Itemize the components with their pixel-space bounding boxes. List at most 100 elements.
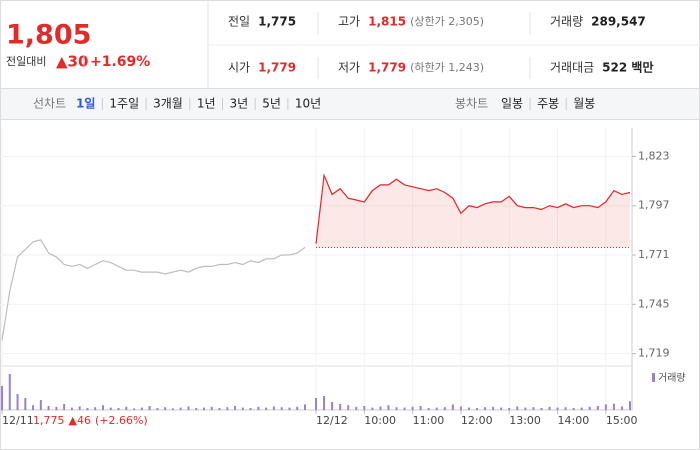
volume-bar [540,408,543,410]
volume-bar [296,406,299,410]
volume-bar [363,406,366,410]
volume-bar [16,394,19,410]
volume-bar [39,400,42,410]
stat-value: 1,775 [258,15,296,29]
volume-bar [288,407,291,410]
x-tick-label: 12/11 [2,414,34,427]
stat-value: 1,779 [258,61,296,75]
volume-bar [24,398,27,410]
volume-bar [403,407,406,410]
volume-bar [304,404,306,410]
period-tab[interactable]: 3년 [230,97,249,111]
volume-bar [218,408,221,410]
volume-bar [564,407,567,410]
volume-bar [476,408,479,410]
legend-swatch [652,373,655,382]
volume-bar [548,406,551,410]
volume-bar [94,407,97,410]
volume-bar [257,406,260,410]
volume-bar [492,406,495,410]
x-tick-label: 14:00 [558,414,590,427]
tab-group-label: 봉차트 [455,97,488,111]
volume-bar [556,407,559,410]
volume-bar [435,407,438,410]
volume-bar [371,407,374,410]
volume-bar [419,406,422,410]
volume-bar [524,407,527,410]
stat-note: (하한가 1,243) [410,60,484,74]
volume-bar [427,408,430,410]
stat-label: 저가 [338,61,360,75]
volume-bar [516,406,519,410]
stat-value: 289,547 [591,15,646,29]
period-tab[interactable]: 월봉 [573,97,595,111]
period-tab[interactable]: 1주일 [109,97,139,111]
volume-bar [411,406,414,410]
legend-label: 거래량 [658,372,686,384]
volume-bar [234,406,237,410]
period-tab[interactable]: 1년 [197,97,216,111]
volume-bar [612,403,615,410]
price-line [315,173,631,244]
volume-bar [109,407,112,410]
y-tick-label: 1,797 [638,199,670,212]
volume-bar [117,408,120,410]
volume-bar [195,408,198,410]
x-tick-label: 13:00 [509,414,541,427]
volume-bar [508,408,511,410]
period-tab[interactable]: 주봉 [537,97,559,111]
volume-bar [156,408,159,410]
x-tick-label: 10:00 [364,414,396,427]
volume-bar [249,408,252,410]
volume-bar [55,406,58,410]
y-tick-label: 1,771 [638,248,670,261]
area-fill [316,175,630,248]
stat-value: 1,815 [368,15,406,29]
prev-day-change: ▲46 [69,414,91,427]
price: 1,805 [6,20,91,51]
period-tab[interactable]: 5년 [262,97,281,111]
period-tab[interactable]: 1일 [76,97,95,111]
volume-bar [443,407,446,410]
volume-bar [500,407,503,410]
y-tick-label: 1,719 [638,347,670,360]
period-tab[interactable]: 일봉 [501,97,523,111]
volume-bar [78,406,81,410]
volume-bar [347,405,350,410]
volume-bar [451,404,454,410]
volume-bar [339,404,342,410]
volume-bar [379,406,382,410]
volume-bar [459,406,462,410]
tab-group-label: 선차트 [33,97,66,111]
volume-bar [596,406,599,410]
volume-bar [532,407,535,410]
volume-bar [70,407,73,410]
x-tick-label: 11:00 [413,414,445,427]
stat-label: 시가 [228,61,250,75]
stat-label: 전일 [228,15,250,29]
volume-bar [272,406,275,410]
volume-bar [203,407,205,410]
x-tick-label: 12:00 [461,414,493,427]
x-tick-label: 15:00 [606,414,638,427]
volume-bar [133,408,136,410]
change-label: 전일대비 [6,54,46,68]
y-tick-label: 1,745 [638,297,670,310]
volume-bar [620,406,623,410]
period-tab[interactable]: 3개월 [153,97,183,111]
volume-bar [179,407,182,410]
volume-bar [148,406,151,410]
stat-value: 522 백만 [602,60,653,75]
volume-bar [125,406,128,410]
stat-note: (상한가 2,305) [410,15,484,28]
volume-bar [323,396,326,410]
volume-bar [265,407,268,410]
volume-bar [315,398,317,410]
volume-bar [395,407,398,410]
volume-bar [1,386,3,410]
volume-bar [241,407,244,410]
period-tab[interactable]: 10년 [295,97,321,111]
volume-bar [171,408,174,410]
